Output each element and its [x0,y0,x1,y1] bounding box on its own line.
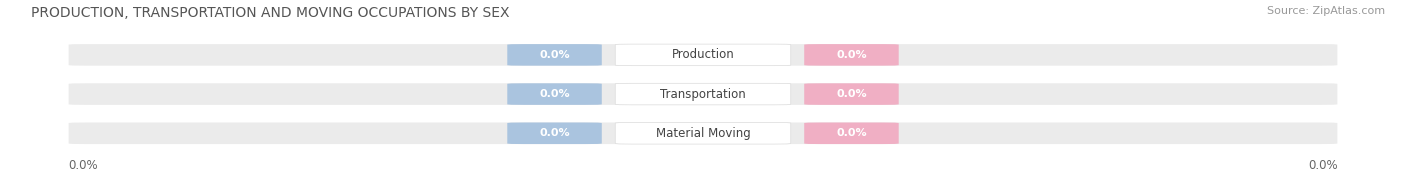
Text: 0.0%: 0.0% [1308,159,1337,172]
FancyBboxPatch shape [616,83,790,105]
Text: 0.0%: 0.0% [837,50,866,60]
FancyBboxPatch shape [616,122,790,144]
Text: PRODUCTION, TRANSPORTATION AND MOVING OCCUPATIONS BY SEX: PRODUCTION, TRANSPORTATION AND MOVING OC… [31,6,509,20]
FancyBboxPatch shape [616,44,790,66]
FancyBboxPatch shape [69,122,1337,144]
Text: 0.0%: 0.0% [69,159,98,172]
FancyBboxPatch shape [69,83,1337,105]
FancyBboxPatch shape [69,44,1337,66]
FancyBboxPatch shape [804,83,898,105]
Text: 0.0%: 0.0% [540,50,569,60]
FancyBboxPatch shape [508,122,602,144]
FancyBboxPatch shape [804,122,898,144]
Text: 0.0%: 0.0% [540,128,569,138]
Text: Production: Production [672,48,734,61]
Text: 0.0%: 0.0% [837,89,866,99]
Text: 0.0%: 0.0% [540,89,569,99]
Text: Material Moving: Material Moving [655,127,751,140]
Text: Transportation: Transportation [661,88,745,101]
FancyBboxPatch shape [508,44,602,66]
FancyBboxPatch shape [508,83,602,105]
Text: 0.0%: 0.0% [837,128,866,138]
FancyBboxPatch shape [804,44,898,66]
Text: Source: ZipAtlas.com: Source: ZipAtlas.com [1267,6,1385,16]
